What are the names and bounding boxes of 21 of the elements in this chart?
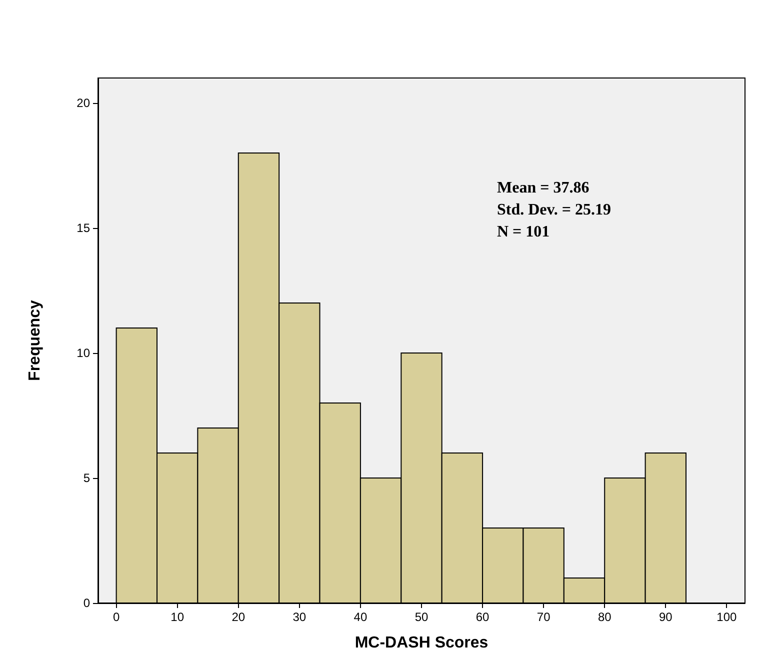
x-tick-label: 20 <box>232 610 246 624</box>
x-tick-label: 100 <box>716 610 738 624</box>
annotation: Std. Dev. = 25.19 <box>497 202 612 218</box>
x-tick-label: 90 <box>658 610 673 624</box>
y-tick-label: 15 <box>76 221 90 235</box>
x-tick-label: 60 <box>476 610 490 624</box>
x-tick-label: 80 <box>598 610 612 624</box>
x-tick-label: 70 <box>536 610 551 624</box>
y-tick-label: 20 <box>76 96 90 110</box>
y-tick-label: 0 <box>83 596 90 610</box>
x-axis-title: MC-DASH Scores <box>354 634 488 652</box>
x-tick-label: 40 <box>354 610 368 624</box>
x-tick-label: 10 <box>170 610 184 624</box>
y-tick-label: 5 <box>83 471 90 485</box>
y-tick-label: 10 <box>76 346 90 360</box>
annotation: N = 101 <box>497 224 550 240</box>
annotation: Mean = 37.86 <box>497 180 590 196</box>
x-tick-label: 30 <box>292 610 306 624</box>
x-tick-label: 0 <box>112 610 120 624</box>
y-axis-title: Frequency <box>26 300 44 381</box>
x-tick-label: 50 <box>414 610 428 624</box>
